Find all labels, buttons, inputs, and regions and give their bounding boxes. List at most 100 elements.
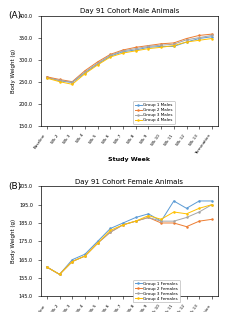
Group 3 Males [172, 42, 175, 46]
Group 3 Males [122, 49, 124, 53]
Group 4 Males [96, 63, 99, 67]
Group 3 Males [84, 70, 86, 74]
Group 4 Females [160, 217, 162, 221]
Group 2 Females [84, 254, 86, 258]
Line: Group 2 Females: Group 2 Females [46, 216, 213, 275]
Group 4 Females [109, 228, 112, 232]
Group 3 Females [122, 223, 124, 227]
Group 3 Males [211, 34, 213, 37]
Group 1 Females [160, 219, 162, 223]
Group 1 Females [96, 240, 99, 243]
Group 2 Females [58, 272, 61, 276]
Group 2 Males [71, 80, 74, 84]
Group 1 Males [45, 76, 48, 79]
Group 2 Females [198, 219, 200, 223]
Line: Group 1 Females: Group 1 Females [46, 200, 213, 275]
Group 4 Males [134, 49, 137, 53]
Group 2 Males [185, 37, 188, 40]
Group 4 Females [198, 207, 200, 210]
Group 1 Males [198, 37, 200, 40]
Line: Group 3 Females: Group 3 Females [46, 203, 213, 275]
Group 2 Females [122, 223, 124, 227]
Group 3 Females [109, 230, 112, 234]
Group 1 Males [134, 48, 137, 52]
Group 4 Females [96, 241, 99, 245]
Y-axis label: Body Weight (g): Body Weight (g) [11, 49, 16, 93]
Line: Group 3 Males: Group 3 Males [46, 34, 213, 83]
Group 1 Females [71, 258, 74, 261]
Group 2 Males [198, 34, 200, 37]
Group 3 Males [134, 47, 137, 51]
Group 4 Females [172, 210, 175, 214]
Group 1 Females [45, 265, 48, 269]
Group 3 Females [198, 210, 200, 214]
Text: (A): (A) [9, 11, 22, 20]
Group 1 Males [147, 46, 150, 49]
Group 2 Females [134, 219, 137, 223]
Group 3 Females [45, 265, 48, 269]
Group 1 Females [134, 216, 137, 219]
Group 1 Females [211, 199, 213, 203]
Group 4 Females [122, 223, 124, 227]
Group 2 Females [185, 225, 188, 228]
Group 2 Females [147, 216, 150, 219]
Group 3 Females [147, 216, 150, 219]
Group 2 Females [45, 265, 48, 269]
Group 2 Females [211, 217, 213, 221]
Group 1 Males [172, 45, 175, 48]
Group 4 Males [211, 37, 213, 40]
Title: Day 91 Cohort Male Animals: Day 91 Cohort Male Animals [80, 8, 179, 14]
Group 1 Males [109, 54, 112, 58]
Line: Group 1 Males: Group 1 Males [46, 36, 213, 84]
Group 1 Males [96, 62, 99, 66]
Group 1 Females [147, 212, 150, 216]
Group 3 Females [84, 254, 86, 258]
Group 1 Females [109, 227, 112, 230]
Group 4 Females [185, 212, 188, 216]
Group 1 Males [71, 81, 74, 85]
Group 3 Males [147, 45, 150, 48]
Group 2 Males [109, 52, 112, 56]
Group 4 Males [71, 82, 74, 86]
Group 4 Females [211, 203, 213, 207]
Group 2 Males [160, 42, 162, 46]
Line: Group 4 Males: Group 4 Males [46, 37, 213, 85]
Group 4 Females [84, 254, 86, 258]
Group 2 Females [71, 260, 74, 263]
Group 3 Males [160, 43, 162, 47]
Group 4 Males [198, 38, 200, 42]
Group 3 Females [211, 203, 213, 207]
Group 1 Females [122, 221, 124, 225]
Group 1 Males [58, 79, 61, 83]
Group 4 Males [160, 46, 162, 49]
Group 1 Males [211, 35, 213, 39]
Group 3 Females [185, 216, 188, 219]
Group 4 Males [185, 40, 188, 44]
Group 3 Males [185, 38, 188, 42]
Group 3 Males [58, 79, 61, 82]
Group 3 Females [71, 260, 74, 263]
Group 2 Males [147, 44, 150, 47]
Group 4 Females [147, 214, 150, 217]
Group 2 Males [45, 75, 48, 79]
Group 3 Males [71, 80, 74, 84]
Group 3 Males [96, 61, 99, 65]
Group 3 Females [58, 272, 61, 276]
Group 4 Males [109, 55, 112, 59]
Group 2 Males [122, 48, 124, 52]
Text: (B): (B) [9, 182, 22, 191]
X-axis label: Study Week: Study Week [108, 157, 150, 162]
Group 4 Females [134, 219, 137, 223]
Group 2 Males [211, 32, 213, 36]
Group 3 Females [134, 219, 137, 223]
Group 3 Females [172, 219, 175, 223]
Group 2 Males [58, 78, 61, 81]
Group 1 Males [160, 45, 162, 48]
Legend: Group 1 Males, Group 2 Males, Group 3 Males, Group 4 Males: Group 1 Males, Group 2 Males, Group 3 Ma… [133, 101, 175, 124]
Group 2 Females [96, 241, 99, 245]
Group 2 Males [84, 69, 86, 72]
Group 4 Males [45, 76, 48, 80]
Line: Group 2 Males: Group 2 Males [46, 33, 213, 83]
Group 4 Males [58, 80, 61, 84]
Group 2 Females [172, 221, 175, 225]
